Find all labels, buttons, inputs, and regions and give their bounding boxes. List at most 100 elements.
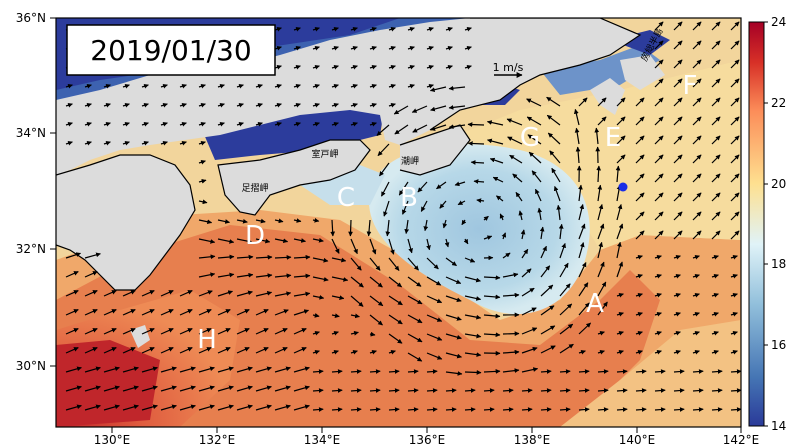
- current-vector: [578, 223, 586, 240]
- svg-text:16: 16: [771, 338, 786, 352]
- current-vector: [509, 154, 523, 164]
- current-vector: [369, 26, 377, 32]
- current-vector: [540, 388, 552, 393]
- current-vector: [730, 330, 738, 336]
- current-vector: [236, 366, 253, 373]
- current-vector: [312, 217, 320, 223]
- land-honshu: [56, 18, 640, 175]
- current-vector: [711, 407, 723, 412]
- current-vector: [461, 219, 467, 226]
- plot-area: [56, 18, 741, 427]
- current-vector: [616, 223, 624, 240]
- observation-point-marker: [618, 182, 628, 192]
- cb-tick-18: 18: [764, 257, 786, 271]
- current-vector: [331, 349, 339, 355]
- current-vector: [179, 404, 196, 411]
- current-vector: [546, 114, 561, 126]
- colorbar-ticks: 24 22 20 18 16 14: [764, 15, 786, 433]
- current-vector: [483, 332, 501, 338]
- current-vector: [464, 26, 472, 32]
- current-vector: [331, 313, 340, 318]
- current-vector: [597, 388, 609, 393]
- current-vector: [673, 349, 681, 355]
- current-vector: [312, 313, 320, 318]
- svg-text:32°N: 32°N: [16, 242, 46, 256]
- current-vector: [312, 330, 320, 336]
- scale-label: 1 m/s: [493, 61, 524, 74]
- current-vector: [426, 276, 442, 286]
- current-vector: [506, 118, 523, 126]
- current-vector: [388, 388, 400, 393]
- current-vector: [654, 349, 662, 355]
- current-vector: [515, 192, 523, 202]
- current-vector: [160, 309, 174, 316]
- current-vector: [673, 330, 681, 336]
- cold-eddy: [368, 144, 590, 315]
- place-ashizuri: 足摺岬: [241, 182, 268, 194]
- current-vector: [331, 276, 349, 282]
- current-vector: [527, 134, 542, 145]
- current-vector: [312, 45, 320, 51]
- current-vector: [635, 154, 645, 164]
- svg-text:136°E: 136°E: [409, 433, 446, 447]
- current-vector: [616, 407, 628, 412]
- plot-frame: [55, 17, 742, 428]
- current-vector: [534, 188, 542, 202]
- current-vector: [426, 26, 434, 32]
- current-vector: [558, 223, 564, 240]
- current-vector: [423, 219, 429, 232]
- current-vector: [635, 349, 643, 355]
- current-vector: [654, 59, 664, 69]
- current-vector: [122, 121, 130, 127]
- current-vector: [160, 290, 174, 297]
- current-vector: [673, 211, 683, 221]
- current-vector: [179, 83, 187, 89]
- current-vector: [331, 64, 339, 70]
- current-vector: [407, 276, 422, 287]
- current-vector: [122, 140, 130, 146]
- current-vector: [331, 121, 339, 127]
- current-vector: [388, 333, 403, 344]
- current-vector: [654, 154, 664, 164]
- current-vector: [274, 328, 288, 335]
- current-vector: [217, 328, 231, 335]
- current-vector: [350, 330, 359, 336]
- svg-text:134°E: 134°E: [304, 433, 341, 447]
- current-vector: [692, 40, 702, 50]
- lat-tick-34: 34°N: [16, 126, 56, 140]
- current-vector: [464, 295, 482, 301]
- current-vector: [429, 86, 447, 93]
- cb-tick-24: 24: [764, 15, 786, 29]
- current-vector: [293, 45, 301, 51]
- current-vector: [255, 254, 273, 260]
- current-vector: [388, 407, 400, 412]
- current-vector: [559, 343, 574, 354]
- current-vector: [274, 309, 289, 316]
- svg-text:36°N: 36°N: [16, 11, 46, 25]
- current-vector: [380, 181, 390, 197]
- current-vector: [445, 64, 453, 70]
- current-vector: [198, 309, 212, 316]
- current-vector: [597, 369, 609, 374]
- current-vector: [578, 322, 592, 335]
- current-vector: [654, 40, 664, 50]
- current-vector: [426, 295, 443, 304]
- current-vector: [103, 366, 120, 373]
- current-vector: [236, 121, 244, 127]
- current-vector: [141, 366, 158, 373]
- current-vector: [274, 273, 292, 279]
- current-vector: [559, 323, 574, 335]
- current-vector: [521, 268, 532, 278]
- current-vector: [692, 330, 700, 336]
- current-vector: [312, 388, 324, 393]
- current-vector: [673, 154, 683, 164]
- current-vector: [217, 254, 235, 260]
- kii-peninsula: [400, 125, 470, 175]
- current-vector: [730, 173, 740, 183]
- current-vector: [464, 257, 476, 263]
- current-vector: [528, 151, 542, 164]
- current-vector: [692, 59, 702, 69]
- current-vector: [255, 83, 263, 89]
- current-vector: [122, 347, 136, 354]
